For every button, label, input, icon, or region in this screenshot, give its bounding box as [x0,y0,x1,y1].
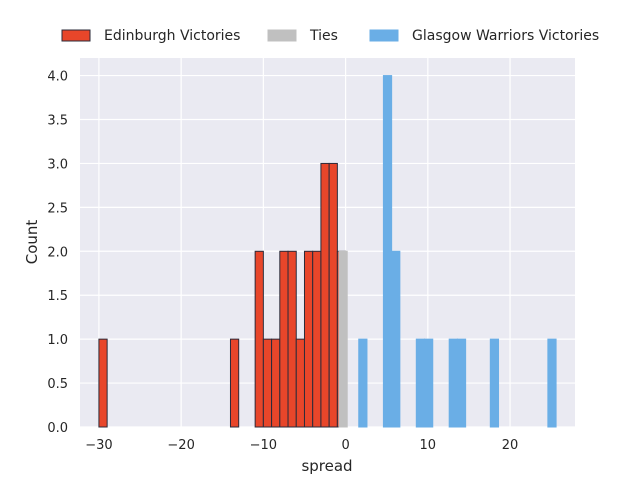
bar [391,250,401,428]
bar [229,338,240,428]
legend-label: Edinburgh Victories [104,28,240,44]
x-tick-label: −30 [85,438,112,453]
bar [295,338,305,428]
bar [547,338,557,428]
bar [287,250,297,428]
bar [98,338,108,428]
bar [262,338,273,428]
y-tick-labels: 0.0 0.5 1.0 1.5 2.0 2.5 3.0 3.5 4.0 [47,70,68,436]
bar [448,338,458,428]
y-axis-title: Count [23,220,41,265]
legend-label: Glasgow Warriors Victories [412,28,599,44]
legend-swatch [61,29,91,42]
bar [312,250,322,428]
bar [424,338,434,428]
bar [489,338,500,428]
x-tick-label: 20 [502,438,519,453]
x-tick-label: −20 [167,438,194,453]
bar [271,338,281,428]
y-tick-label: 3.0 [47,157,68,172]
bar [320,162,330,428]
x-axis-title: spread [301,457,352,475]
bar [328,162,338,428]
bar [415,338,426,428]
x-tick-labels: −30 −20 −10 0 10 20 [85,438,518,453]
y-tick-label: 2.5 [47,201,68,216]
bar [279,250,289,428]
legend-swatch [267,29,297,42]
bars-layer [98,75,557,428]
y-tick-label: 4.0 [47,70,68,85]
bar [382,75,393,428]
y-tick-label: 2.0 [47,245,68,260]
y-tick-label: 1.0 [47,333,68,348]
bar [303,250,314,428]
legend-label: Ties [309,28,338,44]
bar [254,250,264,428]
y-tick-label: 0.5 [47,377,68,392]
bar [338,250,348,428]
bar [456,338,467,428]
y-tick-label: 0.0 [47,421,68,436]
y-tick-label: 1.5 [47,289,68,304]
x-tick-label: −10 [250,438,277,453]
x-tick-label: 0 [341,438,349,453]
legend-swatch [369,29,399,42]
x-tick-label: 10 [420,438,437,453]
y-tick-label: 3.5 [47,114,68,129]
legend: Edinburgh Victories Ties Glasgow Warriors … [61,28,599,44]
bar [358,338,368,428]
